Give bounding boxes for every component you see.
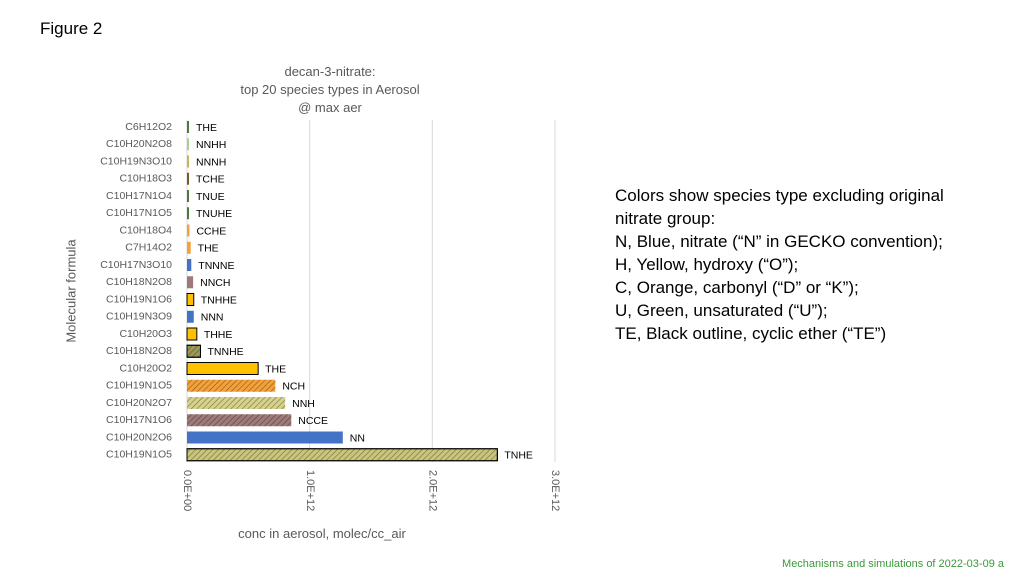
bar	[187, 431, 343, 444]
bar	[187, 224, 190, 237]
bar	[186, 327, 198, 341]
x-axis-title: conc in aerosol, molec/cc_air	[238, 526, 406, 541]
note-line: Colors show species type excluding origi…	[615, 186, 944, 205]
bar-data-label: NNCH	[200, 277, 230, 289]
category-labels: C6H12O2 C10H20N2O8 C10H19N3O10 C10H18O3 C10H…	[100, 121, 172, 461]
bar-hatch	[187, 397, 286, 409]
note-line: C, Orange, carbonyl (“D” or “K”);	[615, 278, 859, 297]
bar	[187, 172, 189, 185]
category-label: C10H18N2O8	[106, 276, 172, 288]
category-label: C7H14O2	[125, 242, 172, 254]
x-tick-label: 1.0E+12	[304, 470, 316, 511]
note-line: TE, Black outline, cyclic ether (“TE”)	[615, 324, 887, 343]
bar	[187, 190, 189, 202]
x-tick-label: 0.0E+00	[181, 470, 193, 511]
chart-title-line-3: @ max aer	[298, 100, 362, 115]
category-label: C10H20O2	[119, 362, 172, 374]
category-label: C10H20N2O7	[106, 397, 172, 409]
bar-data-label: TCHE	[196, 174, 225, 186]
category-label: C6H12O2	[125, 121, 172, 133]
bar	[187, 155, 189, 168]
bar-hatch	[187, 379, 276, 392]
category-label: C10H19N1O6	[106, 293, 172, 305]
bar	[187, 138, 189, 151]
bar-series: THE NNHH NNNH TCHE TNUE TNUHE CCHE THE TNNNE NNCH…	[186, 121, 533, 462]
bar-data-label: NNH	[292, 398, 315, 410]
category-label: C10H19N3O9	[106, 311, 172, 323]
chart-title-line-2: top 20 species types in Aerosol	[240, 82, 420, 97]
bar-data-label: NCH	[282, 381, 305, 393]
x-tick-labels: 0.0E+00 1.0E+12 2.0E+12 3.0E+12	[181, 470, 561, 511]
gridlines	[186, 120, 556, 462]
note-line: nitrate group:	[615, 209, 716, 228]
category-label: C10H17N3O10	[100, 259, 172, 271]
category-label: C10H17N1O6	[106, 414, 172, 426]
chart-title: decan-3-nitrate: top 20 species types in…	[200, 63, 460, 117]
note-line: U, Green, unsaturated (“U”);	[615, 301, 828, 320]
bar-data-label: CCHE	[196, 225, 226, 237]
bar-data-label: TNUE	[196, 191, 225, 203]
category-label: C10H17N1O4	[106, 190, 172, 202]
bar-hatch	[186, 448, 498, 462]
bar-data-label: THE	[196, 122, 217, 134]
x-tick-label: 2.0E+12	[426, 470, 438, 511]
category-label: C10H19N1O5	[106, 449, 172, 461]
category-label: C10H20N2O8	[106, 138, 172, 150]
bar-data-label: THHE	[204, 329, 233, 341]
bar-data-label: THE	[265, 363, 286, 375]
category-label: C10H18O4	[119, 224, 172, 236]
bar-data-label: NN	[350, 432, 365, 444]
category-label: C10H18N2O8	[106, 345, 172, 357]
bar	[187, 207, 189, 220]
bar	[187, 310, 194, 323]
note-line: H, Yellow, hydroxy (“O”);	[615, 255, 799, 274]
category-label: C10H20O3	[119, 328, 172, 340]
bar-data-label: NNNH	[196, 156, 226, 168]
bar-data-label: TNNHE	[207, 346, 243, 358]
bar-data-label: TNHHE	[201, 294, 237, 306]
color-legend-notes: Colors show species type excluding origi…	[615, 184, 944, 345]
bar	[187, 259, 192, 271]
bar-hatch	[187, 414, 292, 427]
bar-hatch	[186, 344, 201, 358]
bar-data-label: NNHH	[196, 139, 226, 151]
category-label: C10H19N3O10	[100, 155, 172, 167]
bar-data-label: TNNNE	[198, 260, 234, 272]
footer-caption: Mechanisms and simulations of 2022-03-09…	[782, 558, 1004, 570]
bar	[187, 241, 191, 254]
figure-label: Figure 2	[40, 19, 103, 38]
chart-title-line-1: decan-3-nitrate:	[284, 64, 376, 79]
bar	[187, 276, 194, 289]
bar	[186, 293, 195, 306]
y-axis-title: Molecular formula	[63, 239, 79, 343]
category-label: C10H17N1O5	[106, 207, 172, 219]
bar	[187, 121, 189, 133]
category-label: C10H19N1O5	[106, 380, 172, 392]
note-line: N, Blue, nitrate (“N” in GECKO conventio…	[615, 232, 943, 251]
x-tick-label: 3.0E+12	[549, 470, 561, 511]
bar-data-label: NNN	[201, 312, 224, 324]
bar-data-label: THE	[198, 243, 219, 255]
bar	[186, 362, 259, 375]
bar-data-label: NCCE	[298, 415, 328, 427]
category-label: C10H18O3	[119, 173, 172, 185]
bar-data-label: TNHE	[504, 450, 533, 462]
bar-data-label: TNUHE	[196, 208, 232, 220]
category-label: C10H20N2O6	[106, 431, 172, 443]
